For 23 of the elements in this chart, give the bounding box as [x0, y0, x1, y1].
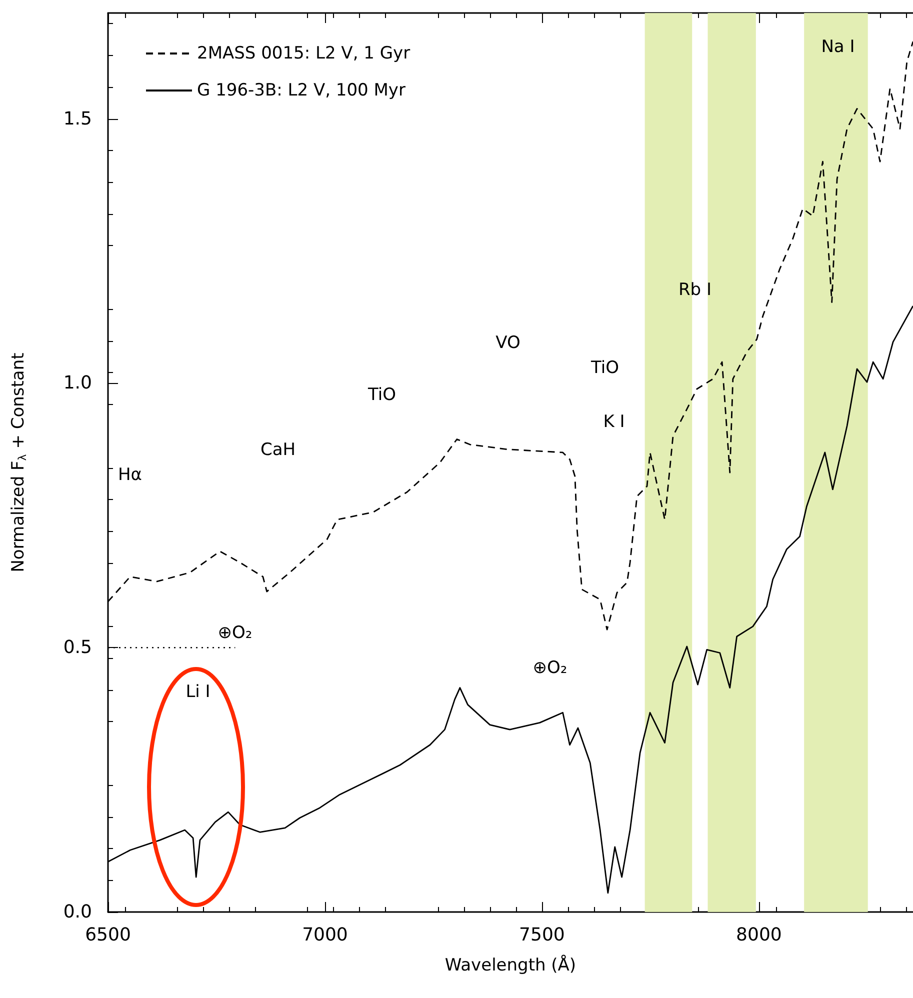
legend-label: 2MASS 0015: L2 V, 1 Gyr — [197, 44, 410, 64]
annotation: VO — [496, 333, 520, 353]
annotation: Hα — [118, 465, 142, 485]
annotation: TiO — [367, 385, 396, 405]
annotation: CaH — [260, 440, 296, 460]
y-tick-label: 1.0 — [63, 372, 92, 394]
legend-label: G 196-3B: L2 V, 100 Myr — [197, 80, 406, 100]
annotation: Rb I — [678, 280, 712, 300]
annotation: K I — [603, 412, 625, 432]
annotation: TiO — [590, 358, 619, 378]
x-tick-label: 8000 — [736, 924, 782, 946]
x-tick-label: 7500 — [519, 924, 565, 946]
y-tick-label: 0.0 — [63, 902, 92, 922]
y-axis-title: Normalized Fλ + Constant — [8, 352, 29, 572]
x-axis-title: Wavelength (Å) — [444, 954, 576, 976]
annotation: ⊕O₂ — [218, 623, 252, 643]
y-tick-label: 1.5 — [63, 108, 92, 130]
x-tick-label: 7000 — [302, 924, 348, 946]
annotation: ⊕O₂ — [532, 658, 568, 678]
x-tick-label: 6500 — [85, 924, 131, 946]
annotation: Na I — [821, 37, 855, 57]
y-tick-label: 0.5 — [63, 637, 92, 658]
annotation: Li I — [186, 682, 210, 702]
